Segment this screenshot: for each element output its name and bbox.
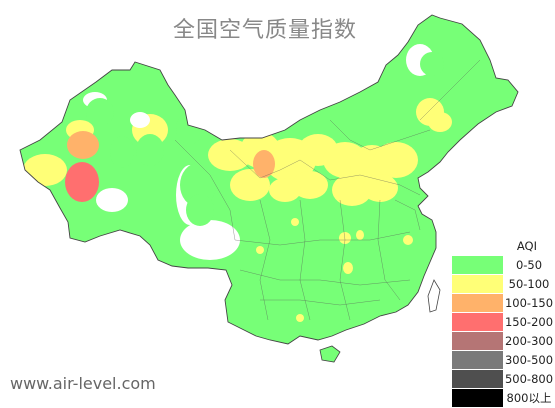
yellow-area (269, 178, 301, 202)
china-fill (20, 15, 518, 344)
legend-swatch (452, 275, 503, 294)
green-area (420, 52, 444, 76)
island (319, 345, 341, 363)
legend-label: 300-500 (504, 353, 554, 367)
legend-item: 800以上 (452, 389, 555, 408)
orange-spot (253, 150, 275, 178)
legend-swatch (452, 389, 503, 408)
legend-swatch (452, 294, 503, 313)
yellow-area (428, 112, 452, 132)
province-border (394, 199, 421, 231)
legend-title: AQI (516, 239, 537, 253)
province-border (229, 149, 301, 179)
legend-swatch (452, 332, 503, 351)
no-data-area (180, 220, 240, 260)
no-data-area (130, 112, 150, 128)
province-border (239, 269, 411, 286)
province-border (234, 231, 411, 246)
map-title: 全国空气质量指数 (172, 18, 357, 43)
yellow-spot (403, 235, 413, 245)
province-borders (174, 59, 481, 321)
island (427, 279, 441, 313)
yellow-spot (343, 262, 353, 274)
province-border (174, 139, 236, 241)
yellow-spot (296, 314, 304, 322)
legend-swatch (452, 370, 503, 389)
legend-item: 0-50 (452, 256, 555, 275)
yellow-spot (256, 246, 264, 254)
yellow-spot (356, 230, 364, 240)
national-border (19, 14, 519, 345)
island-layer (319, 279, 441, 363)
legend-item: 100-150 (452, 294, 555, 313)
province-border (299, 159, 421, 196)
aqi-legend: AQI 0-50 50-100 100-150 150-200 200-300 300-5… (452, 236, 555, 408)
legend-swatch (452, 256, 503, 275)
province-border (299, 199, 311, 321)
no-data-area (96, 188, 128, 212)
green-area (180, 163, 216, 207)
legend-swatch (452, 351, 503, 370)
legend-label: 50-100 (508, 277, 550, 291)
legend-item: 150-200 (452, 313, 555, 332)
legend-label: 800以上 (506, 391, 552, 405)
outline-layer (19, 14, 519, 345)
yellow-area (332, 174, 372, 206)
legend-item: 300-500 (452, 351, 555, 370)
red-spot (65, 162, 99, 202)
province-border (329, 119, 431, 151)
green-area (110, 136, 134, 168)
yellow-spot (291, 218, 299, 226)
green-area (176, 112, 204, 144)
yellow-area (292, 171, 328, 199)
watermark: www.air-level.com (10, 374, 156, 393)
legend-item: 500-800 (452, 370, 555, 389)
yellow-area (362, 174, 398, 202)
legend-label: 100-150 (504, 296, 554, 310)
legend-item: 50-100 (452, 275, 555, 294)
orange-spot (67, 131, 99, 159)
yellow-area (23, 154, 67, 186)
green-area (86, 98, 114, 126)
legend-label: 200-300 (504, 334, 554, 348)
green-area (136, 134, 164, 166)
legend-label: 500-800 (504, 372, 554, 386)
province-border (339, 199, 351, 321)
country-outline (20, 15, 518, 344)
green-area (186, 194, 214, 226)
legend-label: 150-200 (504, 315, 554, 329)
legend-swatch (452, 313, 503, 332)
legend-label: 0-50 (515, 258, 543, 272)
yellow-area (374, 142, 418, 178)
province-border (260, 299, 381, 306)
province-border (377, 199, 401, 301)
province-border (419, 59, 481, 121)
legend-item: 200-300 (452, 332, 555, 351)
